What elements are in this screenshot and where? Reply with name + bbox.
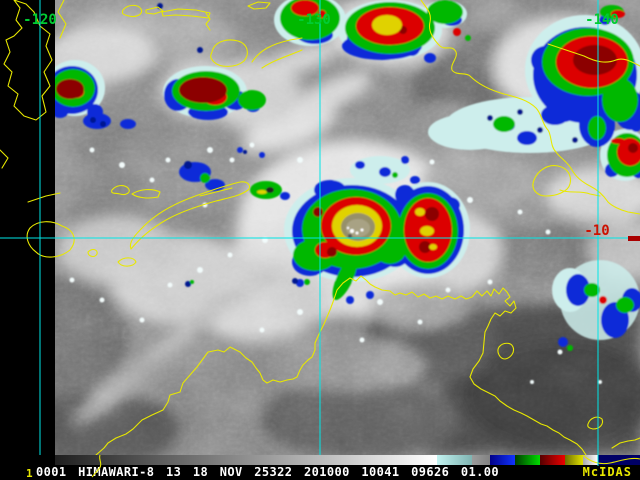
- colorbar-segment: [583, 455, 598, 465]
- coastline-overlay: [0, 0, 640, 455]
- colorbar-segment: [515, 455, 540, 465]
- colorbar-segment: [598, 455, 640, 465]
- colorbar: [55, 455, 640, 465]
- longitude-label-right: -140: [585, 12, 619, 28]
- cloud-speckles: [69, 142, 602, 384]
- red-edge-dash: [628, 236, 640, 241]
- frame-number: 1: [26, 467, 33, 480]
- colorbar-segment: [437, 455, 472, 465]
- colorbar-segment: [490, 455, 515, 465]
- colorbar-segment: [55, 455, 437, 465]
- satellite-image-svg: -120 -130 -140 -10: [0, 0, 640, 455]
- mcidas-brand-label: McIDAS: [582, 465, 632, 479]
- status-bar: 1 0001 HIMAWARI-8 13 18 NOV 25322 201000…: [0, 465, 640, 480]
- storm-enhancement-layer: [45, 0, 640, 351]
- longitude-label-left: -120: [23, 12, 57, 28]
- latlon-grid: [0, 0, 640, 455]
- colorbar-segment: [540, 455, 565, 465]
- latitude-label: -10: [584, 223, 609, 239]
- colorbar-segment: [565, 455, 583, 465]
- image-annotation-text: 0001 HIMAWARI-8 13 18 NOV 25322 201000 1…: [36, 465, 499, 479]
- longitude-label-center: -130: [297, 12, 331, 28]
- colorbar-segment: [472, 455, 490, 465]
- satellite-image[interactable]: -120 -130 -140 -10: [0, 0, 640, 455]
